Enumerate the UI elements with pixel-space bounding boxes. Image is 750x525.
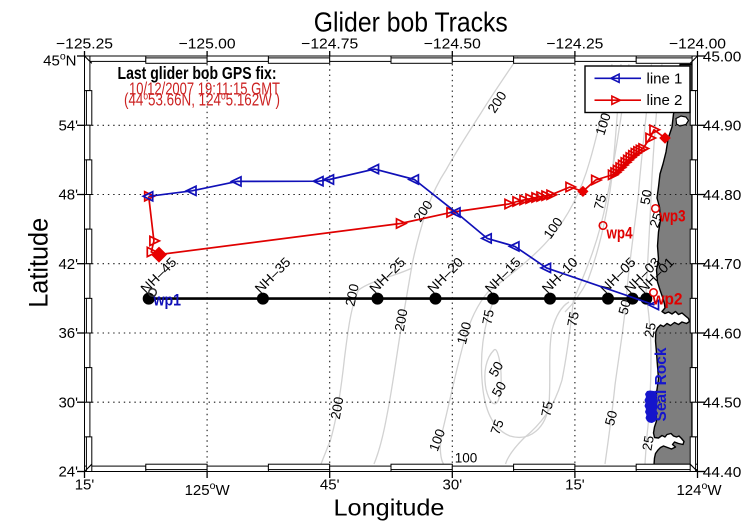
svg-text:Last glider bob GPS fix:: Last glider bob GPS fix: [118,63,277,83]
svg-text:30': 30' [443,477,463,494]
svg-text:Glider bob Tracks: Glider bob Tracks [314,6,508,37]
svg-text:100: 100 [593,111,614,137]
svg-text:200: 200 [392,308,411,333]
svg-text:line 1: line 1 [647,70,683,87]
svg-text:45.00: 45.00 [703,48,742,65]
svg-text:50: 50 [638,188,655,205]
svg-text:line 2: line 2 [647,92,683,109]
svg-text:36': 36' [58,325,78,342]
svg-text:24': 24' [58,464,78,481]
svg-text:200: 200 [343,282,362,307]
svg-text:42': 42' [58,256,78,273]
svg-text:75: 75 [480,308,497,325]
svg-text:44.60: 44.60 [703,325,742,342]
svg-text:75: 75 [488,417,507,436]
svg-text:45': 45' [320,477,340,494]
svg-text:−124.25: −124.25 [546,36,603,53]
svg-text:wp1: wp1 [153,291,181,310]
svg-text:wp4: wp4 [606,224,633,243]
svg-text:50: 50 [602,409,620,427]
svg-text:54': 54' [58,118,78,135]
svg-text:Latitude: Latitude [24,218,54,308]
svg-text:75: 75 [591,193,609,211]
svg-text:−124.75: −124.75 [301,36,358,53]
svg-text:44.80: 44.80 [703,187,742,204]
svg-text:45oN: 45oN [43,50,76,69]
svg-text:50: 50 [489,379,510,400]
svg-text:48': 48' [58,187,78,204]
svg-text:25: 25 [647,210,666,229]
svg-text:124oW: 124oW [676,480,722,499]
svg-text:−125.25: −125.25 [56,36,113,53]
svg-text:75: 75 [565,310,582,327]
svg-text:44.40: 44.40 [703,464,742,481]
svg-text:25: 25 [642,321,659,338]
svg-text:50: 50 [486,359,507,380]
svg-text:125oW: 125oW [185,480,231,499]
svg-text:15': 15' [75,477,95,494]
svg-text:75: 75 [539,400,556,417]
svg-text:30': 30' [58,394,78,411]
svg-text:wp3: wp3 [659,207,686,226]
svg-text:100: 100 [426,427,448,453]
svg-text:25: 25 [640,434,657,451]
svg-text:100: 100 [455,451,478,466]
svg-text:−124.00: −124.00 [669,36,726,53]
svg-text:wp2: wp2 [652,290,683,309]
svg-text:15': 15' [565,477,585,494]
svg-text:44.70: 44.70 [703,256,742,273]
svg-text:44.50: 44.50 [703,395,742,412]
svg-text:Longitude: Longitude [334,495,445,521]
svg-text:−125.00: −125.00 [179,36,236,53]
svg-text:−124.50: −124.50 [424,36,481,53]
svg-text:(44o53.66N, 124o5.162W ): (44o53.66N, 124o5.162W ) [124,90,280,110]
svg-text:44.90: 44.90 [703,118,742,135]
svg-text:10/12/2007 19:11:15 GMT: 10/12/2007 19:11:15 GMT [129,78,280,98]
